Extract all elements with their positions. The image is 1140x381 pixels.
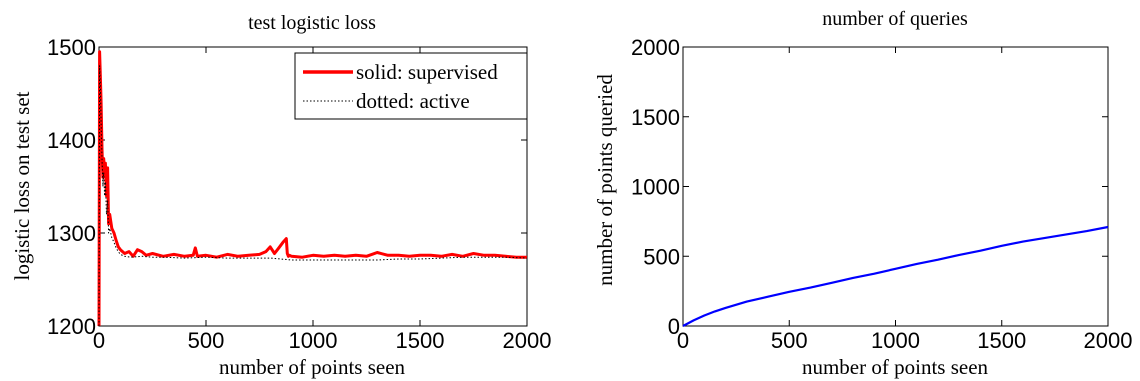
right-x-axis-label: number of points seen — [802, 355, 989, 379]
right-axes-frame — [682, 46, 1109, 327]
left-y-tick-label: 1200 — [47, 314, 96, 339]
right-y-tick-label: 0 — [668, 314, 680, 339]
left-y-axis-label: logistic loss on test set — [10, 91, 34, 280]
left-x-axis-label: number of points seen — [219, 355, 406, 379]
right-x-tick-label: 500 — [771, 328, 808, 353]
right-x-tick-label: 0 — [677, 328, 689, 353]
left-y-tick-label: 1300 — [47, 221, 96, 246]
left-x-tick-label: 2000 — [503, 328, 552, 353]
left-plot-area: 0 500 1000 1500 2000 1200 1300 1400 1500 — [47, 35, 551, 353]
right-series-line-line — [682, 225, 1109, 327]
left-series-dotted-line — [98, 65, 528, 327]
right-y-tick-label: 500 — [643, 244, 680, 269]
left-chart-title: test logistic loss — [248, 12, 376, 34]
right-x-tick-label: 1500 — [977, 328, 1026, 353]
legend-box — [294, 52, 528, 120]
right-y-tick-label: 2000 — [631, 35, 680, 60]
right-y-axis-label: number of points queried — [593, 74, 617, 286]
right-chart-title: number of queries — [822, 8, 968, 30]
left-y-tick-label: 1400 — [47, 128, 96, 153]
right-chart: number of queries 0 500 1000 1500 2000 0 500 10… — [593, 8, 1132, 379]
left-x-tick-label: 500 — [188, 328, 225, 353]
left-series-solid-line — [97, 50, 527, 327]
legend-active-label: dotted: active — [356, 89, 470, 113]
right-plot-area: 0 500 1000 1500 2000 0 500 1000 1500 2000 — [631, 35, 1132, 353]
left-y-tick-label: 1500 — [47, 35, 96, 60]
right-y-tick-label: 1500 — [631, 105, 680, 130]
left-x-tick-label: 1500 — [396, 328, 445, 353]
left-x-tick-label: 0 — [93, 328, 105, 353]
right-x-tick-label: 2000 — [1084, 328, 1133, 353]
right-y-tick-label: 1000 — [631, 175, 680, 200]
left-x-tick-label: 1000 — [289, 328, 338, 353]
left-chart: test logistic loss 0 500 1000 1500 2000 1200 1… — [10, 12, 551, 379]
right-x-tick-label: 1000 — [871, 328, 920, 353]
left-legend: solid: supervised dotted: active — [294, 52, 528, 120]
legend-supervised-label: solid: supervised — [356, 60, 498, 84]
